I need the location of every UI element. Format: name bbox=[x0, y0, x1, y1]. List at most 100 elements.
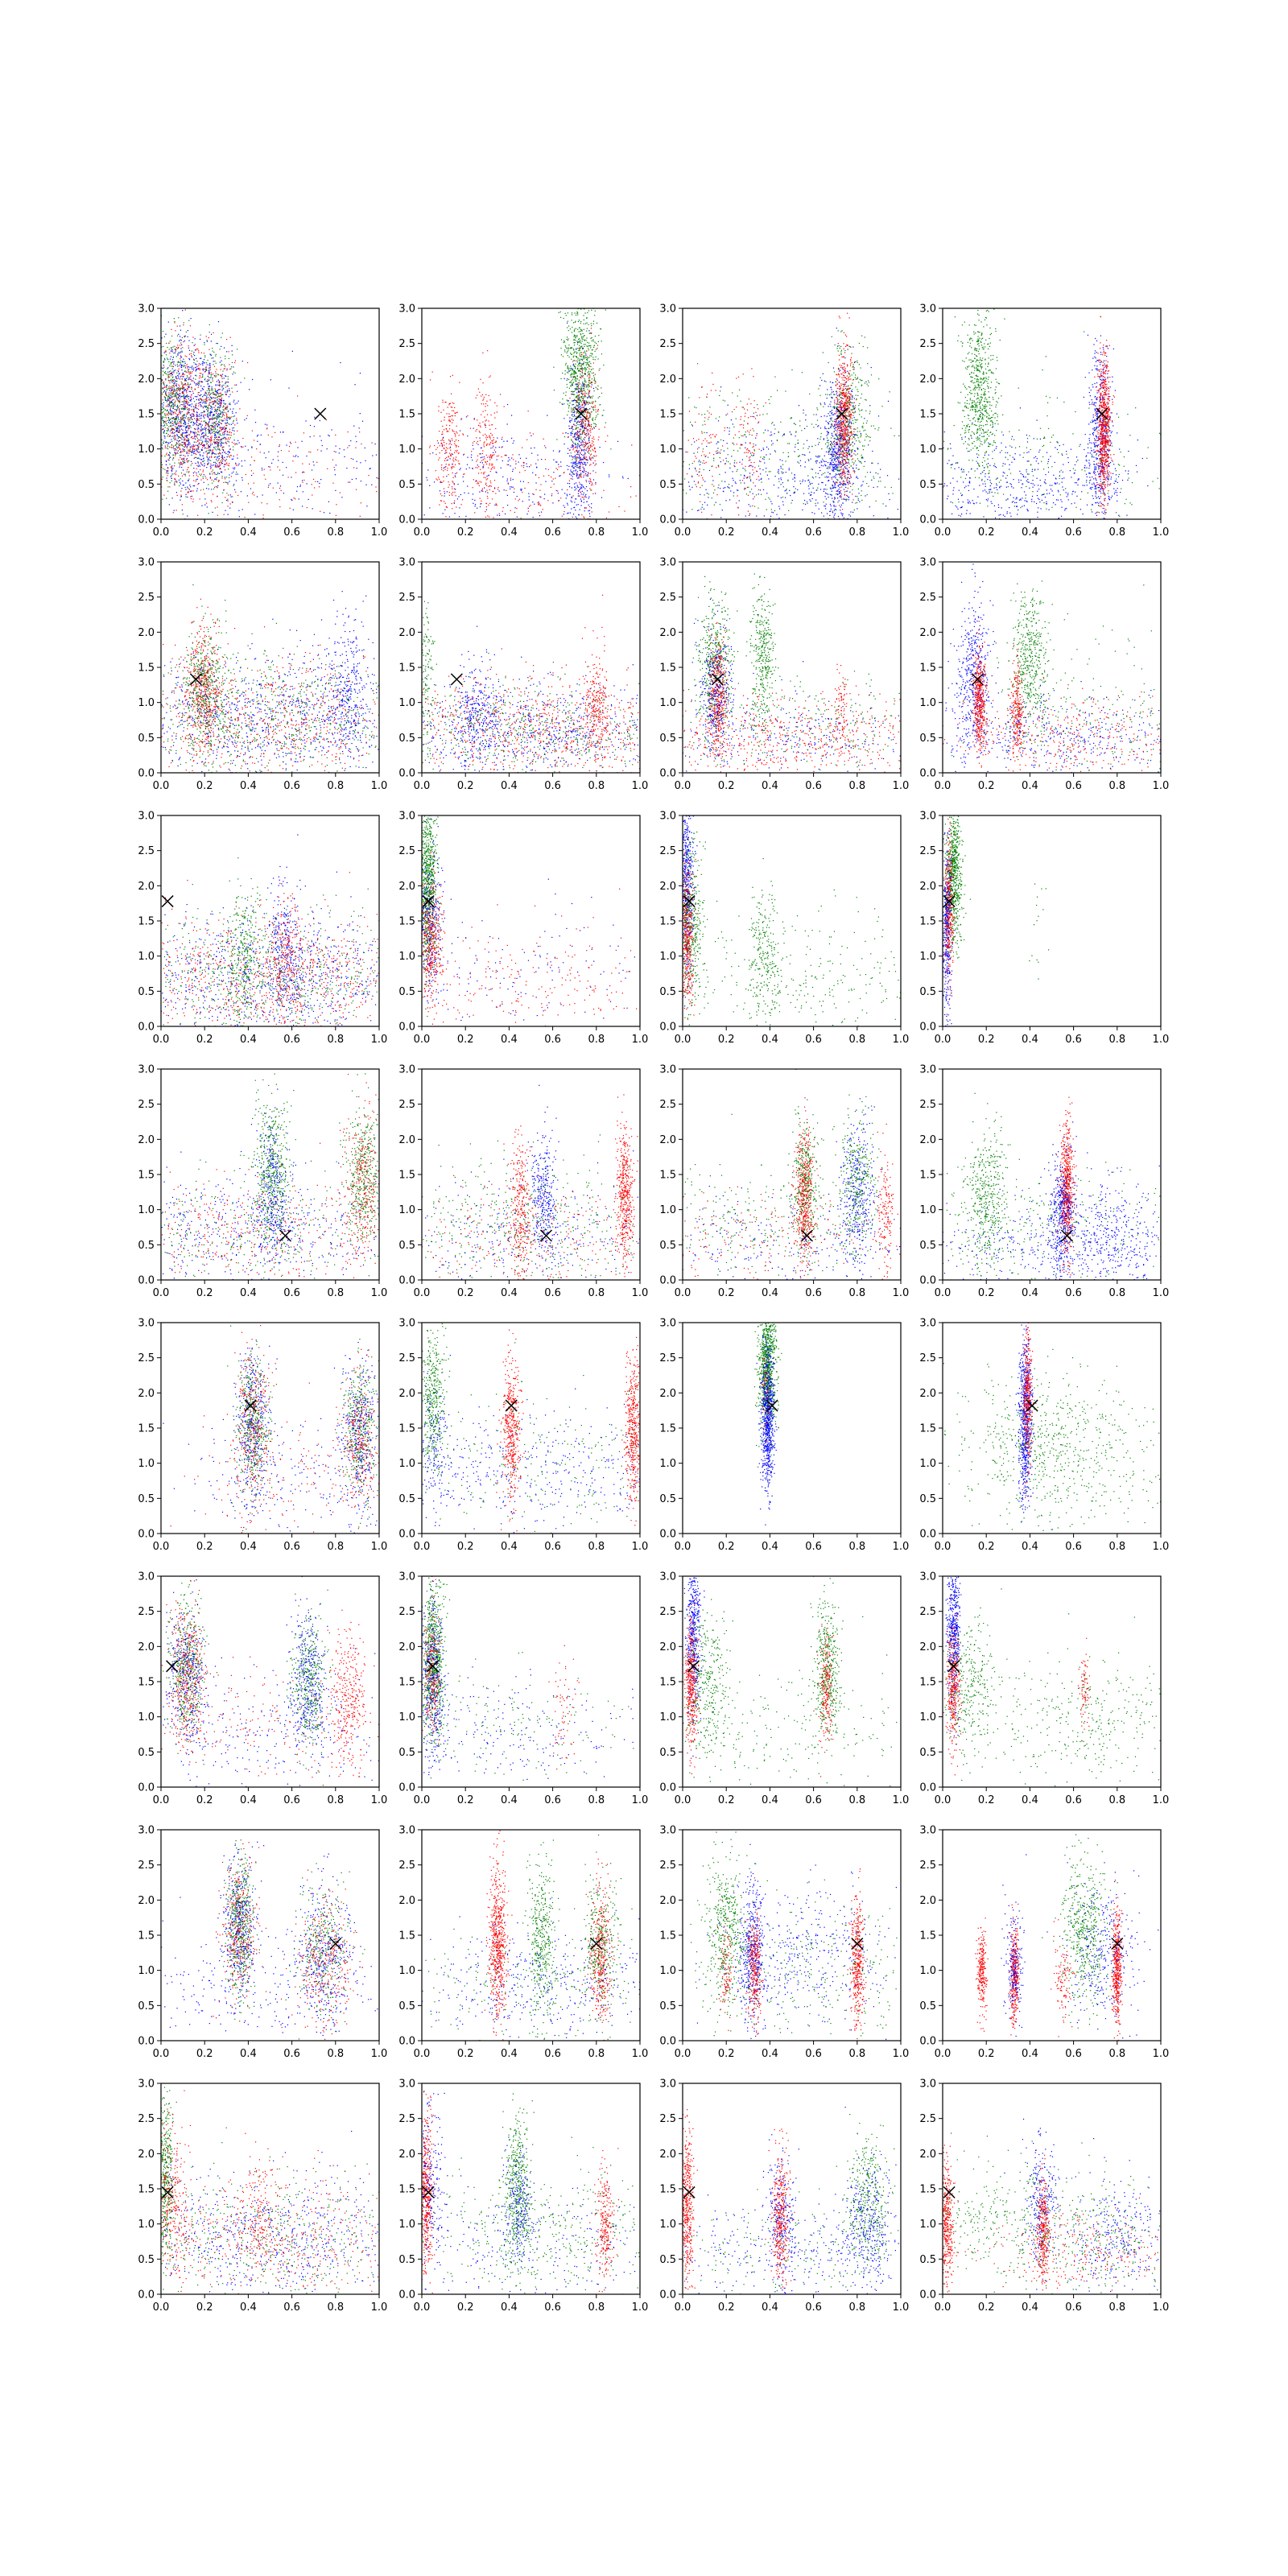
scatter-point bbox=[166, 387, 167, 388]
scatter-point bbox=[529, 466, 530, 467]
scatter-point bbox=[587, 443, 588, 444]
scatter-point bbox=[183, 393, 184, 394]
scatter-point bbox=[490, 454, 491, 455]
scatter-point bbox=[583, 315, 584, 316]
scatter-point bbox=[212, 426, 213, 427]
scatter-point bbox=[573, 424, 574, 425]
scatter-point bbox=[572, 385, 573, 386]
scatter-point bbox=[173, 372, 174, 373]
scatter-point bbox=[578, 467, 579, 468]
scatter-point bbox=[193, 490, 194, 491]
scatter-point bbox=[209, 419, 210, 420]
scatter-point bbox=[167, 470, 168, 471]
scatter-point bbox=[207, 360, 208, 361]
scatter-point bbox=[184, 447, 185, 448]
scatter-point bbox=[580, 442, 581, 443]
scatter-point bbox=[230, 503, 231, 504]
scatter-point bbox=[583, 422, 584, 423]
scatter-point bbox=[166, 433, 167, 434]
scatter-point bbox=[231, 416, 232, 417]
scatter-point bbox=[441, 467, 442, 468]
scatter-point bbox=[479, 392, 480, 393]
scatter-point bbox=[583, 375, 584, 376]
scatter-point bbox=[441, 469, 442, 470]
scatter-point bbox=[572, 449, 573, 450]
scatter-point bbox=[445, 503, 446, 504]
scatter-point bbox=[171, 468, 172, 469]
scatter-point bbox=[204, 406, 205, 407]
scatter-point bbox=[581, 390, 582, 391]
scatter-point bbox=[196, 399, 197, 400]
scatter-point bbox=[592, 339, 593, 340]
scatter-point bbox=[167, 410, 168, 411]
scatter-point bbox=[179, 425, 180, 426]
scatter-point bbox=[206, 381, 207, 382]
scatter-point bbox=[195, 344, 196, 345]
scatter-point bbox=[218, 443, 219, 444]
scatter-point bbox=[372, 443, 373, 444]
scatter-point bbox=[174, 450, 175, 451]
scatter-point bbox=[209, 363, 210, 364]
scatter-point bbox=[183, 359, 184, 360]
scatter-point bbox=[190, 375, 191, 376]
scatter-point bbox=[593, 427, 594, 428]
scatter-point bbox=[308, 499, 309, 500]
scatter-point bbox=[563, 356, 564, 357]
scatter-point bbox=[166, 417, 167, 418]
scatter-point bbox=[186, 427, 187, 428]
scatter-point bbox=[182, 436, 183, 437]
scatter-point bbox=[216, 486, 217, 487]
scatter-point bbox=[249, 389, 250, 390]
scatter-point bbox=[171, 473, 172, 474]
scatter-point bbox=[213, 414, 214, 415]
scatter-point bbox=[166, 498, 167, 499]
scatter-point bbox=[207, 457, 208, 458]
scatter-point bbox=[199, 363, 200, 364]
scatter-point bbox=[173, 455, 174, 456]
scatter-point bbox=[492, 443, 493, 444]
scatter-point bbox=[580, 486, 581, 487]
scatter-point bbox=[581, 329, 582, 330]
scatter-point bbox=[273, 488, 274, 489]
scatter-point bbox=[584, 357, 585, 358]
scatter-point bbox=[183, 469, 184, 470]
scatter-point bbox=[575, 455, 576, 456]
scatter-point bbox=[573, 376, 574, 377]
scatter-point bbox=[584, 425, 585, 426]
scatter-point bbox=[585, 473, 586, 474]
scatter-point bbox=[181, 376, 182, 377]
scatter-point bbox=[574, 352, 575, 353]
scatter-point bbox=[439, 457, 440, 458]
scatter-point bbox=[251, 456, 252, 457]
scatter-point bbox=[484, 487, 485, 488]
scatter-point bbox=[182, 433, 183, 434]
scatter-point bbox=[452, 402, 453, 403]
scatter-point bbox=[174, 435, 175, 436]
scatter-point bbox=[584, 379, 585, 380]
scatter-point bbox=[173, 424, 174, 425]
scatter-point bbox=[583, 400, 584, 401]
scatter-point bbox=[576, 427, 577, 428]
x-tick-label: 0.6 bbox=[283, 526, 300, 539]
scatter-point bbox=[166, 391, 167, 392]
scatter-point bbox=[182, 386, 183, 387]
scatter-point bbox=[340, 492, 341, 493]
scatter-point bbox=[451, 467, 452, 468]
scatter-point bbox=[164, 386, 165, 387]
scatter-point bbox=[181, 409, 182, 410]
scatter-point bbox=[584, 386, 585, 387]
scatter-point bbox=[217, 460, 218, 461]
scatter-point bbox=[216, 437, 217, 438]
scatter-point bbox=[485, 403, 486, 404]
scatter-point bbox=[226, 391, 227, 392]
scatter-point bbox=[212, 512, 213, 513]
scatter-point bbox=[175, 395, 176, 396]
scatter-point bbox=[167, 397, 168, 398]
scatter-point bbox=[218, 389, 219, 390]
scatter-point bbox=[181, 383, 182, 384]
scatter-point bbox=[580, 488, 581, 489]
scatter-point bbox=[201, 459, 202, 460]
scatter-point bbox=[163, 433, 164, 434]
scatter-point bbox=[173, 446, 174, 447]
scatter-point bbox=[164, 469, 165, 470]
